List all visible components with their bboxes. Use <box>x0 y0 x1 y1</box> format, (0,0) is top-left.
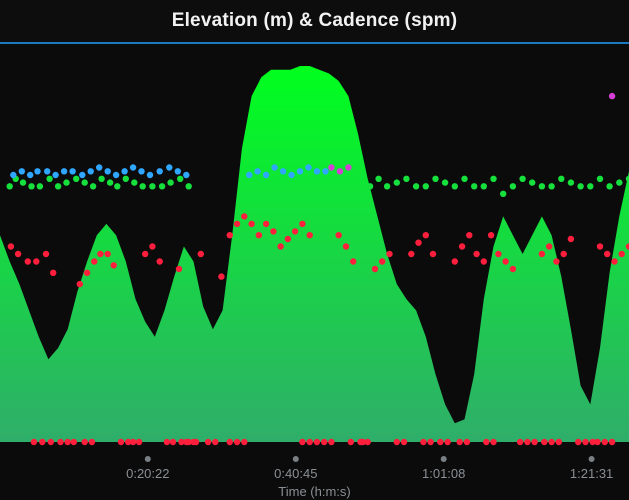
x-tick-label: 1:21:31 <box>570 466 613 481</box>
chart-header: Elevation (m) & Cadence (spm) <box>0 0 629 44</box>
x-tick-label: 1:01:08 <box>422 466 465 481</box>
x-axis: 0:20:22 0:40:45 1:01:08 1:21:31 <box>126 456 613 481</box>
chart-svg: 0:20:22 0:40:45 1:01:08 1:21:31 Time (h:m:s) <box>0 44 629 500</box>
chart-panel: Elevation (m) & Cadence (spm) 0:20:22 0:4… <box>0 0 629 500</box>
x-tick-label: 0:20:22 <box>126 466 169 481</box>
plot-area[interactable]: 0:20:22 0:40:45 1:01:08 1:21:31 Time (h:m:s) <box>0 44 629 500</box>
scatter-cadence-magenta <box>328 93 615 175</box>
x-tick-label: 0:40:45 <box>274 466 317 481</box>
x-axis-title: Time (h:m:s) <box>278 484 350 499</box>
chart-title: Elevation (m) & Cadence (spm) <box>172 10 458 32</box>
elevation-area <box>0 66 629 442</box>
